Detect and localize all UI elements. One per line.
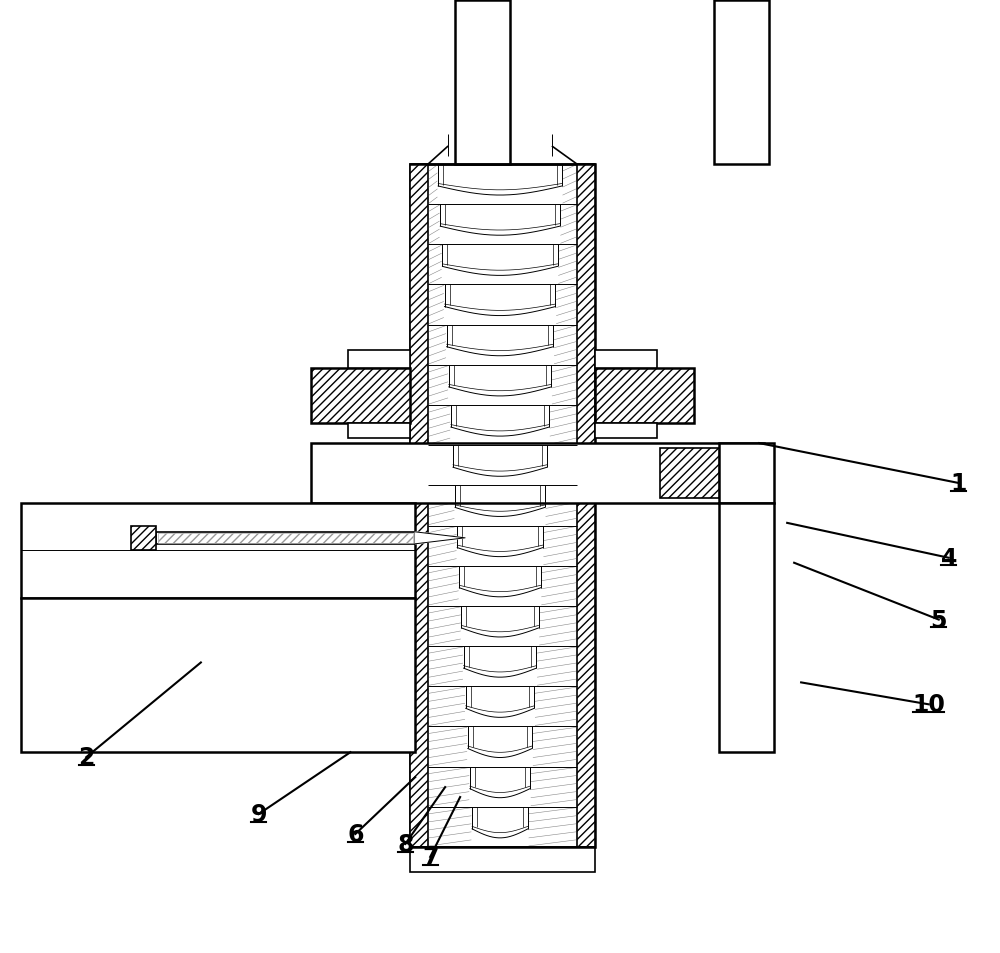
Bar — [577, 165, 595, 847]
Bar — [595, 424, 657, 438]
Text: 7: 7 — [422, 845, 438, 869]
Bar — [21, 503, 415, 598]
Bar — [156, 533, 415, 544]
Text: 8: 8 — [397, 832, 414, 856]
Text: 10: 10 — [912, 693, 945, 717]
Bar — [348, 351, 410, 369]
Text: 2: 2 — [78, 745, 94, 769]
Text: 1: 1 — [950, 472, 967, 496]
Bar — [719, 503, 774, 753]
Bar — [410, 165, 595, 847]
Bar — [158, 534, 413, 543]
Bar — [348, 424, 410, 438]
Bar — [595, 351, 657, 369]
Text: 6: 6 — [347, 822, 364, 846]
Text: 9: 9 — [250, 802, 267, 826]
Text: 4: 4 — [941, 546, 957, 570]
Polygon shape — [415, 533, 465, 544]
Text: 5: 5 — [930, 608, 947, 632]
Bar — [131, 526, 156, 550]
Bar — [311, 369, 410, 424]
Bar — [719, 444, 774, 503]
Bar — [660, 449, 719, 498]
Bar — [714, 1, 769, 165]
Bar — [410, 847, 595, 872]
Bar — [595, 369, 694, 424]
Bar — [311, 444, 764, 503]
Bar — [455, 1, 510, 165]
Bar — [410, 165, 428, 847]
Bar — [21, 598, 415, 753]
